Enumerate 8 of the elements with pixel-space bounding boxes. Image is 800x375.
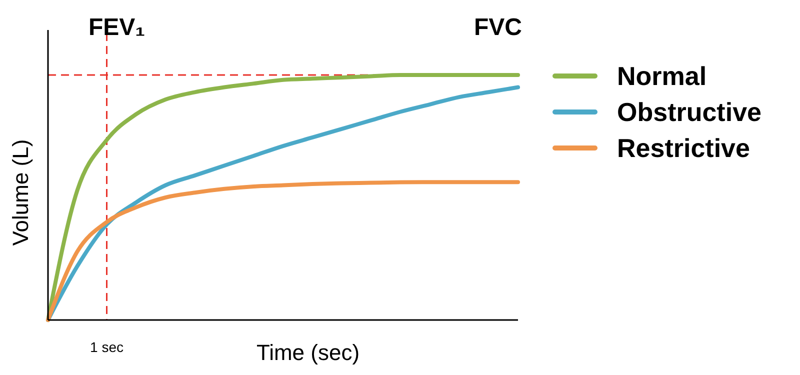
x-axis-title: Time (sec) — [256, 340, 360, 365]
legend-label: Restrictive — [617, 133, 750, 163]
text: 1 sec — [90, 339, 124, 355]
text: FEV₁ — [88, 14, 146, 41]
legend-label: Obstructive — [617, 97, 762, 127]
y-axis-title: Volume (L) — [8, 139, 33, 246]
text: FVC — [474, 14, 522, 41]
legend-label: Normal — [617, 61, 707, 91]
